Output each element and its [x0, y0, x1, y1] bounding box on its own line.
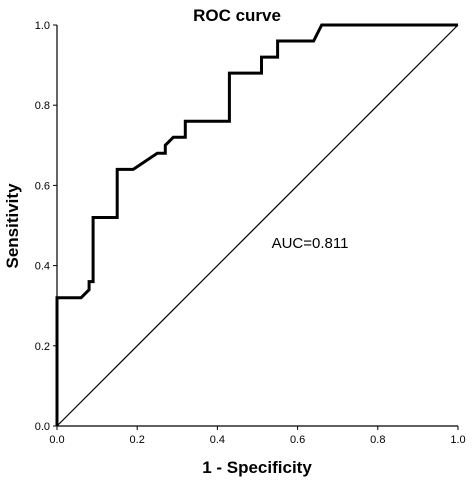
x-tick-label: 1.0 [450, 434, 465, 446]
x-tick-label: 0.8 [370, 434, 385, 446]
reference-diagonal-line [56, 24, 459, 427]
auc-annotation: AUC=0.811 [272, 235, 349, 252]
y-axis-label: Sensitivity [3, 183, 22, 269]
x-tick-label: 0.0 [49, 434, 64, 446]
x-tick-label: 0.4 [210, 434, 225, 446]
y-tick-label: 0.2 [35, 341, 50, 353]
x-axis-label: 1 - Specificity [202, 458, 312, 477]
x-tick-label: 0.6 [290, 434, 305, 446]
x-tick-label: 0.2 [130, 434, 145, 446]
y-tick-label: 1.0 [35, 20, 50, 32]
y-tick-label: 0.0 [35, 421, 50, 433]
roc-curve-line [55, 23, 458, 426]
y-tick-label: 0.6 [35, 180, 50, 192]
y-tick-label: 0.8 [35, 100, 50, 112]
y-tick-label: 0.4 [35, 261, 50, 273]
chart-title: ROC curve [193, 6, 281, 25]
plot-area: 0.0 0.2 0.4 0.6 0.8 1.0 0.0 0.2 0.4 0.6 0.8 1.0 [35, 20, 466, 446]
